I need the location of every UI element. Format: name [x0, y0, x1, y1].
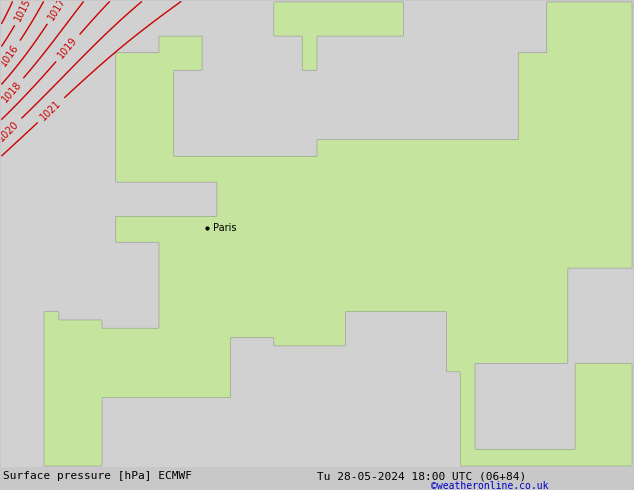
- Text: Surface pressure [hPa] ECMWF: Surface pressure [hPa] ECMWF: [3, 471, 192, 481]
- Text: 1018: 1018: [0, 79, 23, 104]
- Text: 1016: 1016: [0, 42, 21, 68]
- Text: 1017: 1017: [46, 0, 68, 22]
- Text: 1019: 1019: [56, 35, 79, 61]
- Text: ©weatheronline.co.uk: ©weatheronline.co.uk: [431, 481, 548, 490]
- Text: 1015: 1015: [13, 0, 33, 23]
- Text: 1020: 1020: [0, 119, 21, 143]
- Text: Paris: Paris: [213, 223, 236, 233]
- Text: Tu 28-05-2024 18:00 UTC (06+84): Tu 28-05-2024 18:00 UTC (06+84): [317, 471, 526, 481]
- Text: 1021: 1021: [39, 98, 63, 122]
